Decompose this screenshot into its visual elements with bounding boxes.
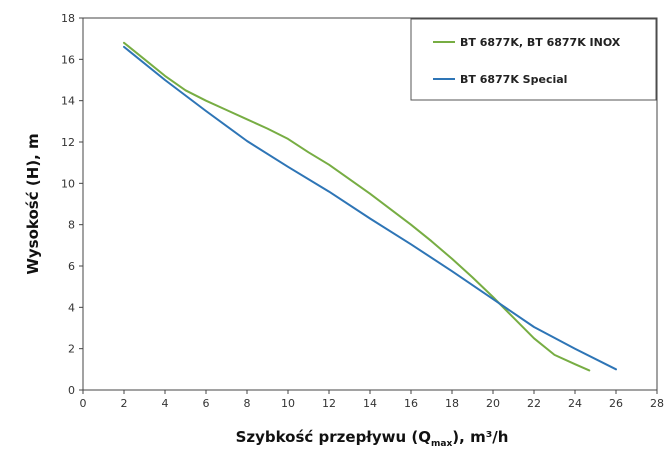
y-axis-title: Wysokość (H), m [24, 133, 42, 274]
y-tick-label: 18 [61, 12, 75, 25]
x-tick-label: 14 [363, 397, 377, 410]
legend-label-bt6877k-special: BT 6877K Special [460, 73, 567, 86]
x-tick-label: 24 [568, 397, 582, 410]
x-axis: 0 2 4 6 8 10 12 14 16 18 20 22 24 26 28 [80, 390, 664, 410]
y-tick-label: 2 [68, 343, 75, 356]
y-tick-label: 4 [68, 301, 75, 314]
x-tick-label: 22 [527, 397, 541, 410]
legend: BT 6877K, BT 6877K INOX BT 6877K Special [410, 18, 657, 101]
x-tick-label: 0 [80, 397, 87, 410]
legend-label-bt6877k-inox: BT 6877K, BT 6877K INOX [460, 36, 621, 49]
x-tick-label: 8 [244, 397, 251, 410]
series-line-1 [123, 45, 617, 371]
x-tick-label: 2 [121, 397, 128, 410]
y-tick-label: 0 [68, 384, 75, 397]
y-axis: 0 2 4 6 8 10 12 14 16 18 [61, 12, 83, 397]
x-tick-label: 12 [322, 397, 336, 410]
x-tick-label: 10 [281, 397, 295, 410]
legend-box [410, 18, 657, 101]
x-axis-title-tail: ), m³/h [452, 428, 508, 446]
series-line-0 [123, 41, 591, 372]
y-tick-label: 10 [61, 177, 75, 190]
x-tick-label: 4 [162, 397, 169, 410]
y-tick-label: 14 [61, 95, 75, 108]
y-tick-label: 8 [68, 219, 75, 232]
x-tick-label: 16 [404, 397, 418, 410]
x-tick-label: 6 [203, 397, 210, 410]
x-tick-label: 20 [486, 397, 500, 410]
x-axis-title-main: Szybkość przepływu (Q [236, 428, 431, 446]
x-tick-label: 18 [445, 397, 459, 410]
series-layer [123, 41, 617, 372]
x-axis-title: Szybkość przepływu (Qmax), m³/h [236, 428, 509, 449]
x-tick-label: 28 [650, 397, 664, 410]
y-tick-label: 12 [61, 136, 75, 149]
x-axis-title-subscript: max [431, 439, 452, 449]
y-tick-label: 6 [68, 260, 75, 273]
x-tick-label: 26 [609, 397, 623, 410]
y-tick-label: 16 [61, 53, 75, 66]
